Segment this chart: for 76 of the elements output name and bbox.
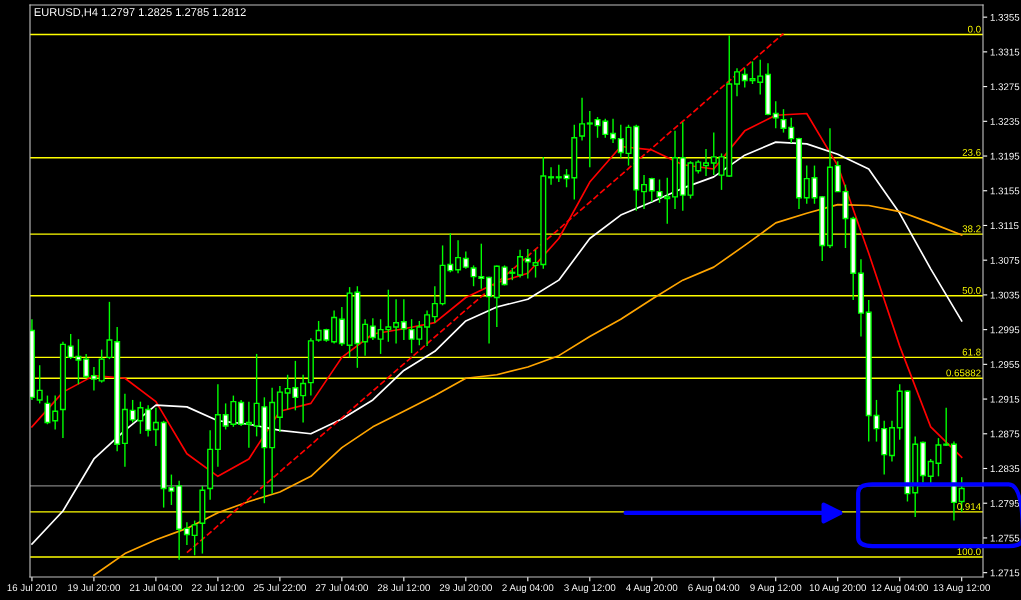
y-tick-label: 1.3195 — [990, 152, 1020, 160]
x-tick-label: 4 Aug 20:00 — [626, 584, 678, 594]
candlestick — [152, 407, 159, 447]
x-tick-label: 9 Aug 12:00 — [750, 584, 802, 594]
y-tick-label: 1.3275 — [990, 83, 1020, 91]
candlestick — [524, 248, 531, 280]
y-tick-label: 1.3315 — [990, 48, 1020, 56]
candlestick — [617, 124, 624, 159]
x-tick-label: 13 Aug 12:00 — [933, 584, 990, 594]
y-tick-label: 1.2755 — [990, 534, 1020, 542]
candlestick — [431, 285, 438, 324]
y-tick-label: 1.3115 — [990, 222, 1019, 230]
candlestick — [183, 521, 190, 546]
candlestick — [245, 400, 252, 449]
x-tick-label: 10 Aug 20:00 — [809, 584, 866, 594]
x-tick-label: 28 Jul 12:00 — [377, 583, 430, 592]
candlestick — [369, 317, 376, 341]
candlestick — [772, 100, 779, 129]
candlestick — [36, 364, 43, 405]
x-tick-label: 3 Aug 12:00 — [564, 584, 616, 594]
candlestick — [52, 394, 59, 431]
candlestick — [83, 353, 90, 379]
candlestick — [548, 166, 555, 186]
x-tick-label: 29 Jul 20:00 — [439, 583, 492, 592]
x-tick-label: 6 Aug 04:00 — [688, 584, 740, 594]
x-tick-label: 27 Jul 04:00 — [315, 583, 368, 592]
candlestick — [641, 174, 648, 210]
candlestick — [238, 399, 245, 427]
candlestick — [486, 275, 493, 345]
x-tick-label: 19 Jul 20:00 — [68, 583, 121, 592]
x-tick-label: 12 Aug 04:00 — [871, 584, 928, 594]
y-tick-label: 1.2715 — [990, 569, 1020, 577]
candlestick — [610, 118, 617, 144]
candlestick — [733, 67, 741, 97]
candlestick — [586, 110, 593, 169]
candlestick — [44, 394, 51, 425]
y-tick-label: 1.2835 — [990, 465, 1020, 473]
x-tick-label: 2 Aug 04:00 — [502, 584, 554, 594]
y-tick-label: 1.3235 — [990, 118, 1020, 125]
annotation: 100.0 — [957, 548, 981, 556]
y-tick-label: 1.2915 — [990, 395, 1020, 403]
y-tick-label: 1.3355 — [990, 13, 1020, 21]
annotation: 50.0 — [962, 286, 981, 294]
y-tick-label: 1.2875 — [990, 430, 1020, 438]
chart-title: EURUSD,H4 1.2797 1.2825 1.2785 1.2812 — [34, 8, 246, 18]
candlestick — [300, 374, 307, 424]
y-tick-label: 1.2795 — [990, 499, 1020, 507]
candlestick — [393, 298, 400, 345]
annotation: 0.65882 — [946, 369, 981, 377]
y-tick-label: 1.3035 — [990, 291, 1020, 299]
candlestick — [400, 298, 407, 341]
annotation: 38.2 — [962, 225, 981, 233]
candlestick — [90, 366, 97, 392]
x-tick-label: 25 Jul 22:00 — [253, 583, 306, 592]
y-tick-label: 1.2955 — [990, 361, 1020, 368]
candlestick — [98, 348, 105, 384]
y-tick-label: 1.2995 — [990, 326, 1020, 334]
candlestick — [648, 177, 655, 203]
candlestick — [424, 309, 431, 347]
candlestick — [362, 318, 369, 357]
y-tick-label: 1.3075 — [990, 256, 1020, 264]
y-tick-label: 1.3155 — [990, 187, 1020, 195]
annotation: 23.6 — [962, 148, 981, 156]
candlestick — [191, 519, 198, 556]
annotation: 61.8 — [962, 348, 981, 356]
candlestick — [579, 97, 586, 142]
candlestick — [702, 148, 710, 177]
x-tick-label: 16 Jul 2010 — [7, 583, 57, 592]
candlestick — [145, 404, 152, 438]
annotation: 0.0 — [967, 25, 981, 33]
x-tick-label: 21 Jul 04:00 — [129, 583, 183, 592]
candlestick — [943, 407, 950, 447]
candlestick — [517, 249, 524, 279]
x-tick-label: 22 Jul 12:00 — [191, 583, 244, 592]
candlestick — [455, 239, 462, 274]
candlestick — [106, 301, 113, 360]
